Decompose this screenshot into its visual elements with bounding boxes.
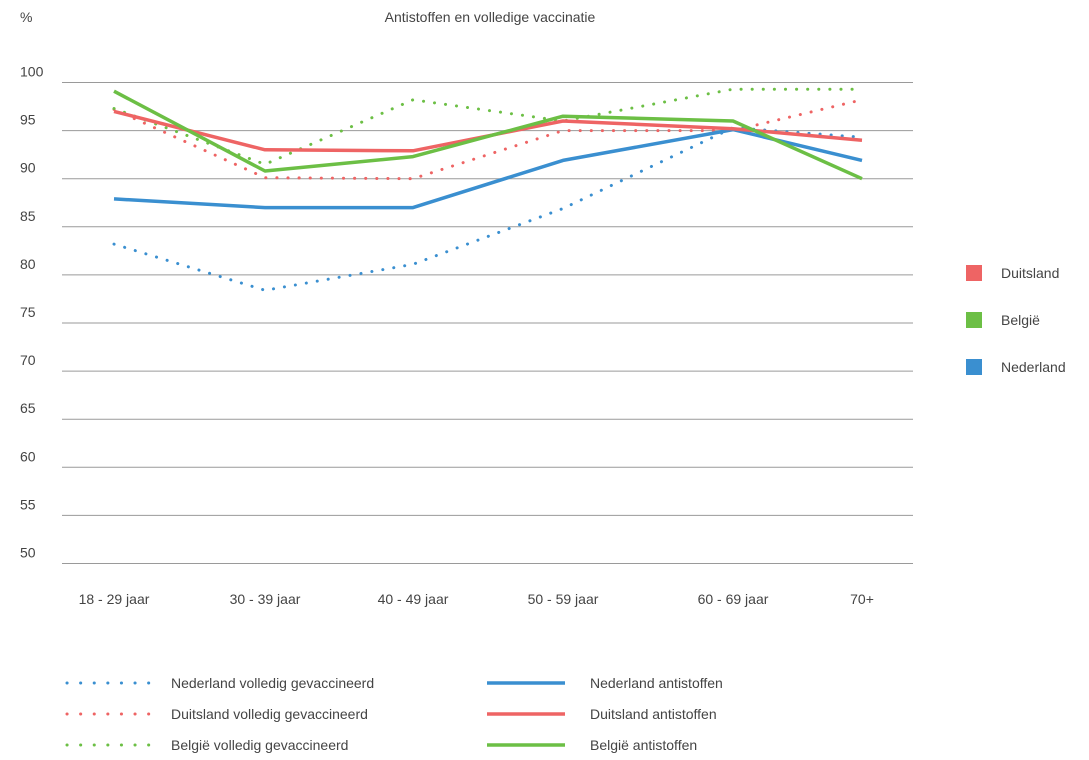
country-legend-swatch: [966, 312, 982, 328]
y-tick-label: 60: [20, 448, 36, 464]
series-line: [113, 127, 863, 210]
series-line: [112, 87, 864, 166]
series-legend-label: Nederland volledig gevaccineerd: [171, 675, 374, 691]
x-tick-label: 70+: [850, 591, 874, 607]
x-tick-label: 30 - 39 jaar: [230, 591, 301, 607]
series-line: [113, 89, 863, 181]
y-tick-label: 70: [20, 352, 36, 368]
y-tick-label: 80: [20, 256, 36, 272]
series-legend-label: Duitsland volledig gevaccineerd: [171, 706, 368, 722]
y-tick-label: 100: [20, 64, 44, 80]
country-legend-label: Nederland: [1001, 359, 1066, 375]
y-tick-label: 75: [20, 304, 36, 320]
series-legend-label: Nederland antistoffen: [590, 675, 723, 691]
country-legend-swatch: [966, 265, 982, 281]
y-axis-label: %: [20, 9, 32, 25]
gridlines: [62, 82, 913, 564]
x-tick-label: 50 - 59 jaar: [528, 591, 599, 607]
series-legend-label: België antistoffen: [590, 737, 697, 753]
y-tick-label: 65: [20, 400, 36, 416]
y-tick-label: 85: [20, 208, 36, 224]
x-tick-labels: 18 - 29 jaar 30 - 39 jaar 40 - 49 jaar 50 -…: [79, 591, 874, 607]
x-tick-label: 60 - 69 jaar: [698, 591, 769, 607]
x-tick-label: 40 - 49 jaar: [378, 591, 449, 607]
x-tick-label: 18 - 29 jaar: [79, 591, 150, 607]
country-legend-label: België: [1001, 312, 1040, 328]
y-tick-labels: 50 55 60 65 70 75 80 85 90 95 100: [20, 64, 44, 561]
series-legend-label: Duitsland antistoffen: [590, 706, 717, 722]
country-legend-label: Duitsland: [1001, 265, 1059, 281]
country-legend: Duitsland België Nederland: [966, 265, 1066, 375]
y-tick-label: 90: [20, 160, 36, 176]
country-legend-swatch: [966, 359, 982, 375]
series-legend: Nederland volledig gevaccineerd Duitsland…: [65, 675, 723, 753]
y-tick-label: 55: [20, 496, 36, 512]
series-lines: [112, 87, 864, 292]
y-tick-label: 50: [20, 545, 36, 561]
series-legend-label: België volledig gevaccineerd: [171, 737, 348, 753]
chart-title: Antistoffen en volledige vaccinatie: [385, 9, 596, 25]
y-tick-label: 95: [20, 112, 36, 128]
